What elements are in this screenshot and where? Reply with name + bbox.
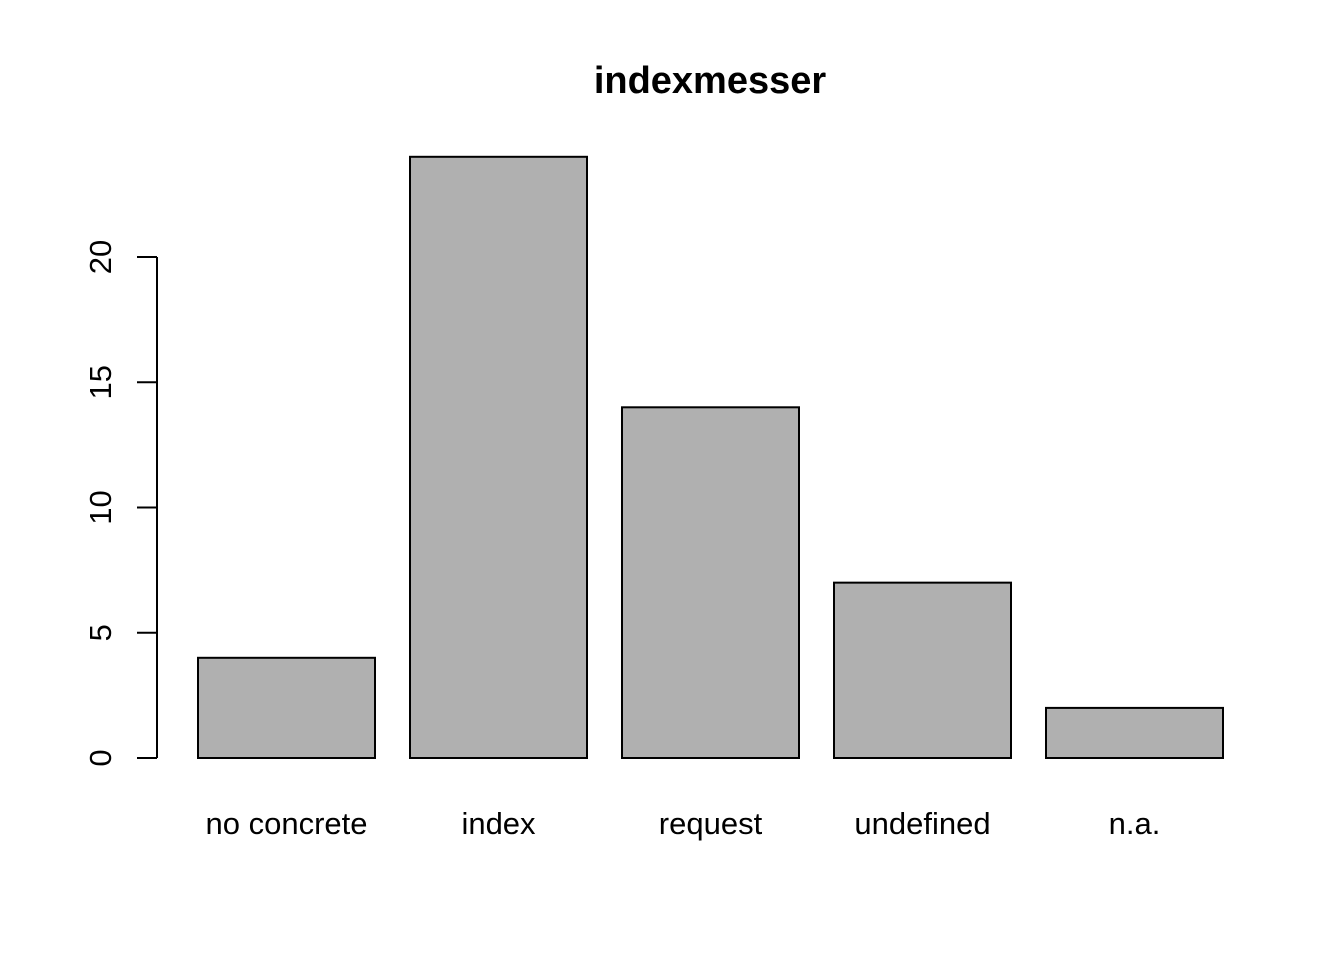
bar-request — [621, 406, 800, 759]
bar-index — [409, 155, 588, 760]
y-tick-label: 15 — [83, 365, 118, 399]
y-tick-label: 5 — [83, 624, 118, 641]
bars — [197, 155, 1224, 760]
x-axis-labels: no concrete index request undefined n.a. — [206, 806, 1161, 841]
y-axis: 0 5 10 15 20 — [83, 240, 158, 767]
y-tick-label: 20 — [83, 240, 118, 274]
x-category-label: request — [659, 806, 763, 841]
y-tick-label: 10 — [83, 490, 118, 524]
x-category-label: no concrete — [206, 806, 368, 841]
x-category-label: n.a. — [1109, 806, 1161, 841]
x-category-label: undefined — [854, 806, 990, 841]
y-tick-label: 0 — [83, 749, 118, 766]
chart-title: indexmesser — [594, 60, 827, 102]
bar-undefined — [833, 581, 1012, 760]
bar-no-concrete — [197, 656, 376, 759]
bar-n-a — [1045, 706, 1224, 760]
x-category-label: index — [461, 806, 536, 841]
